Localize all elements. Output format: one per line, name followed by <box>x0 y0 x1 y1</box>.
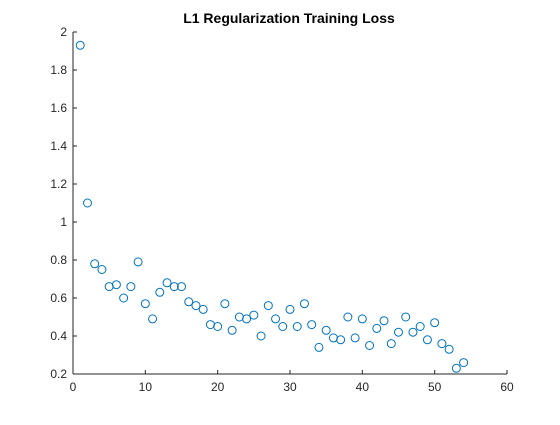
data-point <box>394 327 403 337</box>
data-point <box>314 342 324 352</box>
data-point <box>459 358 469 368</box>
x-tick-label: 10 <box>139 380 153 394</box>
y-tick-label: 1.8 <box>50 63 67 77</box>
x-tick-label: 60 <box>500 380 514 394</box>
x-tick-label: 40 <box>356 380 370 394</box>
data-point <box>155 287 165 297</box>
data-point <box>401 312 411 322</box>
data-point <box>213 322 223 331</box>
data-point <box>162 278 172 288</box>
x-tick-label: 50 <box>428 380 442 394</box>
data-point <box>133 257 143 267</box>
data-point <box>328 333 338 343</box>
data-point <box>430 318 440 328</box>
data-point <box>205 320 215 330</box>
data-point <box>234 312 244 322</box>
data-point <box>263 301 273 311</box>
data-point <box>249 310 259 320</box>
data-point <box>271 314 281 324</box>
x-tick-label: 0 <box>70 380 77 394</box>
y-tick-label: 1.4 <box>50 139 67 153</box>
data-point <box>227 325 237 335</box>
data-point <box>307 320 317 330</box>
data-point <box>126 282 136 292</box>
data-point <box>220 299 230 309</box>
data-point <box>140 299 150 309</box>
y-tick-label: 1.2 <box>50 177 67 191</box>
data-point <box>191 301 201 311</box>
data-points <box>75 40 469 373</box>
data-point <box>343 312 353 322</box>
y-tick-label: 2 <box>60 25 67 39</box>
data-point <box>365 341 375 350</box>
data-point <box>198 304 208 314</box>
data-point <box>350 333 360 343</box>
data-point <box>386 339 396 349</box>
data-point <box>299 299 309 309</box>
data-point <box>169 282 179 292</box>
data-point <box>379 316 389 326</box>
data-point <box>177 282 186 292</box>
data-point <box>422 335 432 345</box>
y-tick-label: 0.8 <box>50 253 67 267</box>
data-point <box>97 265 107 274</box>
data-point <box>111 280 121 290</box>
y-tick-label: 0.6 <box>50 291 67 305</box>
x-tick-label: 30 <box>283 380 297 394</box>
data-point <box>292 322 302 331</box>
data-point <box>321 325 331 335</box>
data-point <box>415 322 425 331</box>
y-tick-label: 0.2 <box>50 367 67 381</box>
y-tick-label: 1 <box>60 215 67 229</box>
data-point <box>148 314 158 324</box>
data-point <box>184 297 194 307</box>
x-tick-label: 20 <box>211 380 225 394</box>
data-point <box>437 339 447 349</box>
axes: 0 10 20 30 40 50 60 0.2 0.4 0.6 0.8 1 1.2 1.4 1.6 1.8 2 <box>50 25 514 394</box>
data-point <box>242 314 252 324</box>
data-point <box>82 198 92 208</box>
data-point <box>75 40 85 50</box>
data-point <box>444 344 454 354</box>
data-point <box>357 314 367 324</box>
y-tick-label: 0.4 <box>50 329 67 343</box>
data-point <box>278 322 288 331</box>
data-point <box>90 259 100 269</box>
chart-title: L1 Regularization Training Loss <box>183 10 395 26</box>
data-point <box>256 331 266 341</box>
data-point <box>104 282 114 292</box>
data-point <box>372 323 382 333</box>
data-point <box>119 293 129 303</box>
y-tick-label: 1.6 <box>50 101 67 115</box>
data-point <box>408 327 418 337</box>
data-point <box>451 363 461 373</box>
data-point <box>336 335 346 345</box>
data-point <box>285 304 295 314</box>
